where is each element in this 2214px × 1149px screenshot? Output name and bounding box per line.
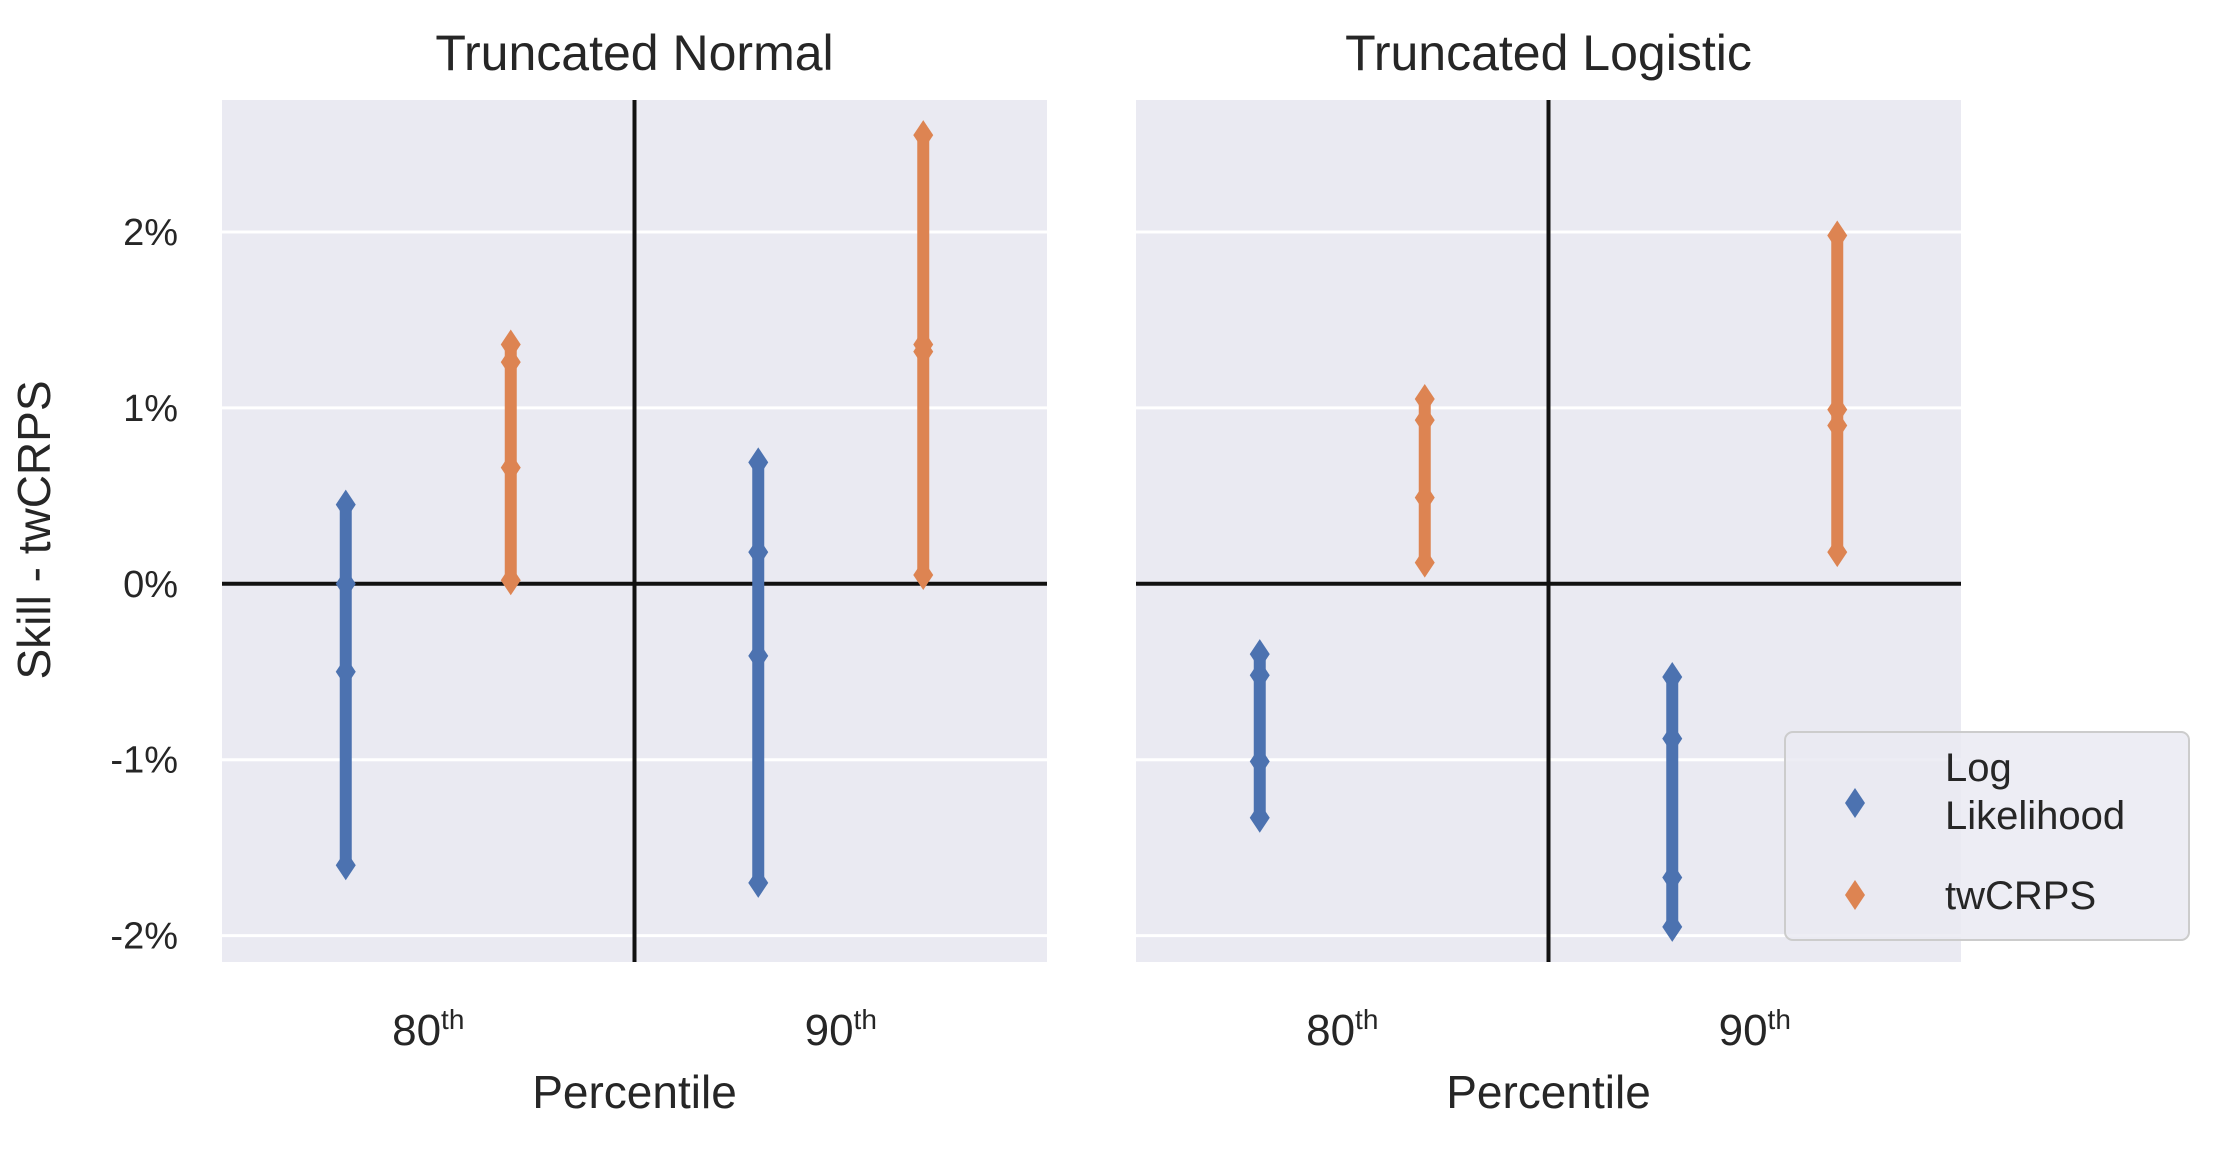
- x-tick-label: 90th: [1719, 1004, 1791, 1055]
- data-point-diamond: [1414, 482, 1435, 513]
- data-point-diamond: [1249, 746, 1270, 777]
- data-point-diamond: [1827, 220, 1848, 251]
- x-tick-label: 90th: [805, 1004, 877, 1055]
- data-point-diamond: [1662, 862, 1683, 893]
- panel-title: Truncated Normal: [435, 25, 833, 81]
- panel-title: Truncated Logistic: [1345, 25, 1752, 81]
- y-tick-label: -1%: [110, 740, 178, 782]
- data-point-diamond: [1249, 660, 1270, 691]
- y-tick-label: -2%: [110, 916, 178, 958]
- data-point-diamond: [335, 850, 356, 881]
- data-point-diamond: [748, 640, 769, 671]
- y-tick-label: 1%: [123, 388, 178, 430]
- data-point-diamond: [1662, 662, 1683, 693]
- data-point-diamond: [1827, 537, 1848, 568]
- data-point-diamond: [913, 120, 934, 151]
- legend: Log Likelihood twCRPS: [1784, 731, 2190, 941]
- data-point-diamond: [913, 559, 934, 590]
- data-point-diamond: [335, 568, 356, 599]
- data-point-diamond: [1414, 405, 1435, 436]
- x-tick-label: 80th: [392, 1004, 464, 1055]
- data-point-diamond: [748, 867, 769, 898]
- data-point-diamond: [500, 452, 521, 483]
- data-point-diamond: [913, 336, 934, 367]
- legend-marker-diamond: [1845, 880, 1865, 910]
- y-tick-label: 2%: [123, 212, 178, 254]
- panel-truncated-normal: Truncated Normal 80th 90th Percentile -2% -1%…: [110, 25, 1047, 1118]
- data-point-diamond: [500, 347, 521, 378]
- y-tick-label: 0%: [123, 564, 178, 606]
- x-tick-label: 80th: [1306, 1004, 1378, 1055]
- data-point-diamond: [500, 565, 521, 596]
- data-point-diamond: [1827, 394, 1848, 425]
- x-axis-label: Percentile: [532, 1066, 737, 1118]
- data-point-diamond: [500, 329, 521, 360]
- x-axis-label: Percentile: [1446, 1066, 1651, 1118]
- data-point-diamond: [1249, 802, 1270, 833]
- data-point-diamond: [1249, 639, 1270, 670]
- legend-label: twCRPS: [1945, 874, 2096, 918]
- data-point-diamond: [1414, 547, 1435, 578]
- legend-box: [1784, 731, 2190, 941]
- panel-truncated-logistic: Truncated Logistic 80th 90th Percentile: [1136, 25, 1961, 1118]
- data-point-diamond: [1827, 410, 1848, 441]
- data-point-diamond: [335, 489, 356, 520]
- data-point-diamond: [1662, 723, 1683, 754]
- y-axis-label: Skill - twCRPS: [8, 380, 60, 679]
- data-point-diamond: [1662, 911, 1683, 942]
- data-point-diamond: [748, 537, 769, 568]
- legend-marker-diamond: [1845, 788, 1865, 818]
- data-point-diamond: [748, 447, 769, 478]
- data-point-diamond: [1414, 384, 1435, 415]
- legend-label: Log Likelihood: [1945, 746, 2125, 838]
- data-point-diamond: [335, 656, 356, 687]
